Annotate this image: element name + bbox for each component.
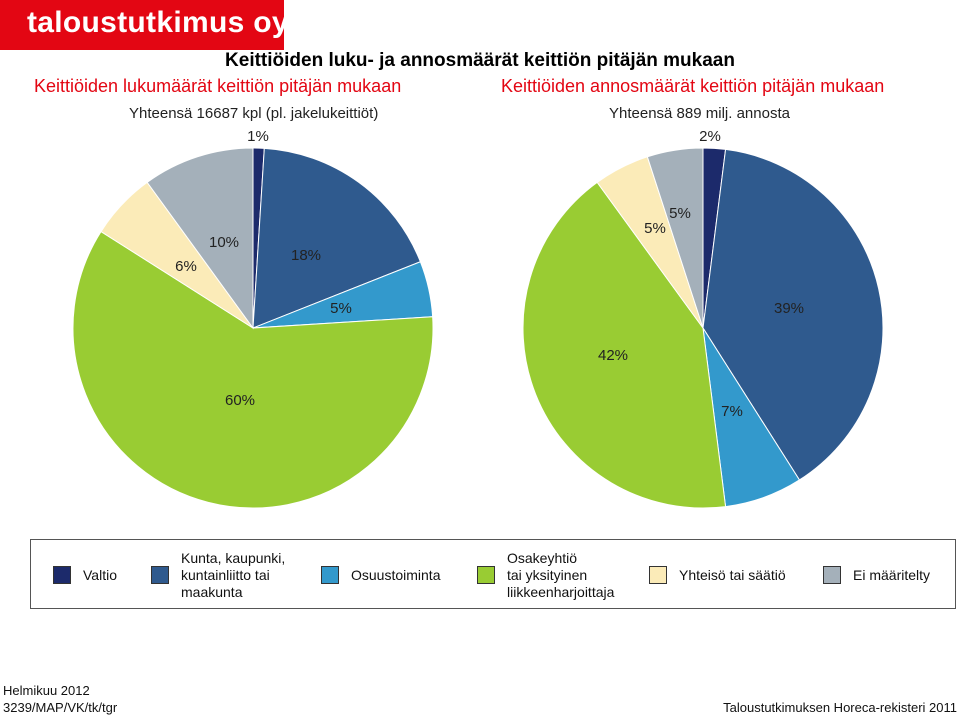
legend-swatch	[649, 566, 667, 584]
pie2-data-label-4: 42%	[598, 347, 628, 364]
chart2-title: Keittiöiden annosmäärät keittiön pitäjän…	[501, 76, 885, 96]
legend-label: Osuustoiminta	[351, 566, 441, 583]
pie1-data-label-2: 18%	[291, 247, 321, 264]
legend-item: Osakeyhtiö tai yksityinen liikkeenharjoi…	[477, 540, 614, 610]
legend-item: Valtio	[53, 540, 117, 610]
pie2-slice-4	[522, 181, 727, 509]
pie2-data-label-3: 7%	[721, 403, 743, 420]
legend-label: Ei määritelty	[853, 566, 931, 583]
legend-label: Kunta, kaupunki, kuntainliitto tai maaku…	[181, 549, 286, 600]
legend-swatch	[823, 566, 841, 584]
main-title: Keittiöiden luku- ja annosmäärät keittiö…	[225, 50, 735, 71]
pie2-slice-2	[702, 148, 884, 481]
pie1-data-label-3: 5%	[330, 300, 352, 317]
pie2-data-label-6: 5%	[669, 205, 691, 222]
pie1-slice-2	[252, 147, 422, 329]
legend-item: Kunta, kaupunki, kuntainliitto tai maaku…	[151, 540, 285, 610]
brand-logo: taloustutkimus oy	[0, 0, 289, 50]
legend-item: Osuustoiminta	[321, 540, 440, 610]
legend-item: Ei määritelty	[823, 540, 930, 610]
pie1-data-label-6: 10%	[209, 234, 239, 251]
pie2-slice-6	[646, 147, 704, 329]
pie1-data-label-5: 6%	[175, 258, 197, 275]
footer-source: Taloustutkimuksen Horeca-rekisteri 2011	[723, 700, 957, 715]
chart2-subtitle: Yhteensä 889 milj. annosta	[609, 105, 790, 122]
chart1-subtitle: Yhteensä 16687 kpl (pl. jakelukeittiöt)	[129, 105, 379, 122]
legend: Valtio Kunta, kaupunki, kuntainliitto tai…	[30, 539, 956, 609]
pie1-data-label-1: 1%	[247, 128, 269, 145]
legend-label: Osakeyhtiö tai yksityinen liikkeenharjoi…	[507, 549, 615, 600]
brand-logo-text: taloustutkimus oy	[27, 6, 289, 39]
legend-label: Valtio	[83, 566, 117, 583]
legend-label: Yhteisö tai säätiö	[679, 566, 786, 583]
pie1-data-label-4: 60%	[225, 392, 255, 409]
pie1-slice-6	[146, 147, 254, 330]
footer-date: Helmikuu 2012	[3, 683, 90, 698]
pie2-data-label-5: 5%	[644, 220, 666, 237]
legend-swatch	[151, 566, 169, 584]
legend-swatch	[53, 566, 71, 584]
pie1-slice-4	[72, 230, 434, 509]
pie2-data-label-2: 39%	[774, 300, 804, 317]
legend-swatch	[477, 566, 495, 584]
legend-item: Yhteisö tai säätiö	[649, 540, 786, 610]
pie-charts: 1%18%5%60%6%10%2%39%7%42%5%5%	[72, 128, 884, 509]
footer-code: 3239/MAP/VK/tk/tgr	[3, 700, 118, 715]
pie2-data-label-1: 2%	[699, 128, 721, 145]
chart1-title: Keittiöiden lukumäärät keittiön pitäjän …	[34, 76, 402, 96]
legend-swatch	[321, 566, 339, 584]
